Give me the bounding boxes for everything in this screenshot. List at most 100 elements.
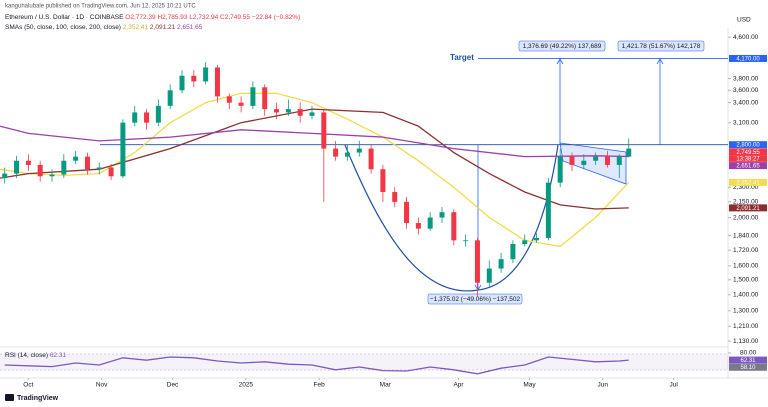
candle-body bbox=[626, 148, 632, 157]
candle-body bbox=[404, 201, 410, 224]
flag-pattern bbox=[559, 142, 627, 185]
arrow-head bbox=[474, 284, 482, 291]
price-label: 62.31 bbox=[740, 358, 756, 364]
candle-body bbox=[37, 164, 43, 177]
candle-body bbox=[191, 75, 197, 82]
candle-body bbox=[604, 156, 610, 165]
candle-body bbox=[250, 87, 256, 106]
y-tick-label: 1,210.00 bbox=[733, 323, 759, 330]
candle-body bbox=[498, 259, 504, 269]
price-label-box bbox=[729, 178, 767, 186]
measure-label: −1,375.02 (−49.06%) −137,502 bbox=[430, 296, 521, 303]
sma-value: 2,352.41 bbox=[123, 24, 149, 31]
candle-body bbox=[486, 268, 492, 283]
candle-body bbox=[2, 173, 8, 179]
candle-body bbox=[474, 240, 480, 283]
countdown-box bbox=[729, 155, 767, 162]
currency: USD bbox=[737, 17, 751, 24]
x-tick-label: Feb bbox=[313, 382, 325, 389]
candle-body bbox=[25, 160, 31, 165]
sma-value: 2,651.65 bbox=[177, 24, 203, 31]
symbol: Ethereum / U.S. Dollar · 1D · COINBASE bbox=[5, 14, 124, 21]
sma-line bbox=[0, 125, 629, 158]
sma-value: 2,091.21 bbox=[150, 24, 176, 31]
measure-box bbox=[427, 293, 523, 305]
candle-body bbox=[167, 90, 173, 106]
candle-body bbox=[616, 156, 622, 165]
ohlc: O2,772.39 bbox=[125, 14, 156, 21]
candle-body bbox=[333, 148, 339, 157]
price-label-box bbox=[729, 148, 767, 156]
price-label-box bbox=[729, 141, 767, 149]
candle-body bbox=[108, 167, 114, 177]
candle-body bbox=[439, 212, 445, 218]
x-tick-label: Mar bbox=[380, 382, 392, 389]
y-tick-label: 3,100.00 bbox=[733, 119, 759, 126]
candle-body bbox=[557, 156, 563, 183]
candle-body bbox=[321, 112, 327, 149]
x-tick-label: Jun bbox=[597, 382, 608, 389]
y-tick-label: 1,500.00 bbox=[733, 277, 759, 284]
brand-logo bbox=[5, 394, 14, 401]
candle-body bbox=[203, 67, 209, 82]
price-label-box bbox=[729, 356, 767, 364]
candle-body bbox=[581, 160, 587, 165]
price-label-box bbox=[729, 162, 767, 170]
candle-body bbox=[427, 217, 433, 229]
x-tick-label: May bbox=[523, 382, 536, 389]
ohlc-change: −22.84 (−0.82%) bbox=[252, 14, 300, 21]
countdown: 13:38:27 bbox=[736, 156, 760, 162]
brand: TradingView bbox=[17, 395, 59, 402]
target-label: Target bbox=[450, 53, 474, 62]
price-label: 2,091.21 bbox=[736, 206, 760, 212]
candle-body bbox=[14, 160, 20, 174]
candle-body bbox=[226, 96, 232, 103]
candle-body bbox=[144, 112, 150, 123]
rsi-value: 62.31 bbox=[50, 352, 67, 359]
candle-body bbox=[522, 240, 528, 244]
candle-body bbox=[356, 148, 362, 153]
candle-body bbox=[569, 156, 575, 165]
candle-body bbox=[285, 109, 291, 113]
y-tick-label: 1,400.00 bbox=[733, 291, 759, 298]
arrow-head bbox=[656, 58, 664, 65]
candle-body bbox=[96, 167, 102, 170]
price-label: 4,170.00 bbox=[736, 56, 760, 62]
y-tick-label: 80.00 bbox=[740, 350, 757, 357]
ohlc: L2,732.94 bbox=[189, 14, 218, 21]
candle-body bbox=[274, 109, 280, 113]
rsi-title: RSI (14, close) bbox=[5, 352, 48, 359]
candle-body bbox=[49, 174, 55, 177]
y-tick-label: 1,840.00 bbox=[733, 232, 759, 239]
y-tick-label: 3,600.00 bbox=[733, 87, 759, 94]
measure-box bbox=[617, 40, 705, 52]
candle-body bbox=[451, 212, 457, 241]
price-label-box bbox=[729, 363, 767, 371]
y-tick-label: 1,600.00 bbox=[733, 263, 759, 270]
symbol-line: Ethereum / U.S. Dollar · 1D · COINBASE O… bbox=[5, 14, 300, 21]
candle-body bbox=[73, 156, 79, 161]
y-tick-label: 2,300.00 bbox=[733, 184, 759, 191]
sma-title: SMAs (50, close, 100, close, 200, close) bbox=[5, 24, 121, 31]
price-label: 2,800.00 bbox=[736, 143, 760, 149]
candle-body bbox=[309, 112, 315, 116]
y-tick-label: 4,600.00 bbox=[733, 34, 759, 41]
candle-body bbox=[593, 156, 599, 161]
candle-body bbox=[380, 169, 386, 193]
x-tick-label: Jul bbox=[669, 382, 678, 389]
measure-label: 1,421.78 (51.67%) 142,178 bbox=[622, 43, 701, 50]
sma-line: SMAs (50, close, 100, close, 200, close)… bbox=[5, 24, 203, 31]
candle-body bbox=[297, 109, 303, 116]
candle-body bbox=[120, 122, 126, 177]
y-tick-label: 1,720.00 bbox=[733, 247, 759, 254]
x-tick-label: 2025 bbox=[239, 382, 254, 389]
candle-body bbox=[534, 237, 540, 241]
candle-body bbox=[214, 67, 220, 97]
arrow-head bbox=[556, 58, 564, 65]
y-tick-label: 2,000.00 bbox=[733, 214, 759, 221]
price-label: 2,651.65 bbox=[736, 163, 760, 169]
y-tick-label: 1,130.00 bbox=[733, 338, 759, 345]
measure-box bbox=[518, 40, 606, 52]
candle-body bbox=[238, 102, 244, 106]
